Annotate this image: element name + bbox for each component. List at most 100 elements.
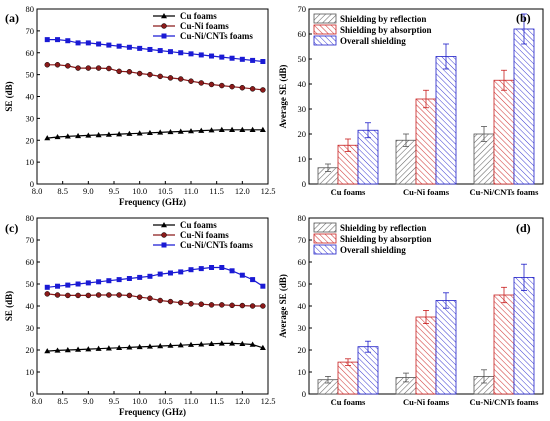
data-point [208, 340, 215, 347]
y-tick-label: 10 [298, 367, 307, 377]
bar [493, 79, 515, 185]
y-tick-label: 20 [298, 129, 307, 139]
data-point [54, 62, 61, 68]
y-tick-label: 10 [298, 154, 307, 164]
x-tick-label: 8.0 [32, 396, 43, 406]
y-tick-label: 10 [26, 157, 35, 167]
y-tick-label: 50 [298, 54, 307, 64]
data-point [239, 56, 245, 62]
data-point [75, 281, 81, 287]
data-point [249, 126, 256, 132]
data-point [126, 130, 133, 136]
legend-marker [161, 222, 167, 228]
data-point [126, 69, 133, 75]
data-point [64, 133, 71, 139]
data-point [106, 292, 112, 298]
data-point [136, 70, 143, 77]
series-line [47, 266, 264, 288]
y-tick-label: 30 [26, 323, 35, 333]
y-tick-label: 20 [26, 345, 35, 355]
data-point [85, 292, 92, 299]
y-tick-label: 70 [26, 235, 35, 245]
y-tick-label: 40 [298, 79, 307, 89]
x-tick-label: 10.0 [132, 396, 147, 406]
x-tick-label: 12.0 [235, 186, 250, 196]
data-point [137, 274, 143, 280]
data-point [44, 284, 50, 290]
data-point [116, 344, 123, 350]
data-point [260, 283, 266, 289]
x-tick-label: 8.5 [57, 186, 68, 196]
data-point [157, 73, 163, 80]
series-1 [44, 340, 266, 354]
data-point [167, 270, 173, 276]
legend-label: Overall shielding [340, 36, 406, 46]
data-point [116, 292, 122, 298]
data-point [157, 271, 163, 277]
legend-label: Shielding by absorption [340, 25, 432, 35]
data-point [75, 346, 82, 352]
data-point [116, 131, 123, 137]
series-line [47, 342, 264, 352]
data-point [167, 128, 174, 135]
y-tick-label: 40 [26, 301, 35, 311]
legend-marker [161, 23, 167, 29]
data-point [177, 342, 184, 348]
y-tick-label: 70 [298, 4, 307, 14]
data-point [75, 40, 81, 46]
data-point [44, 37, 50, 43]
legend-label: Shielding by absorption [340, 234, 432, 244]
data-point [229, 55, 235, 61]
data-point [250, 277, 256, 283]
data-point [157, 343, 164, 349]
legend-swatch [313, 24, 337, 35]
data-point [65, 38, 71, 44]
series-line [47, 129, 263, 139]
data-point [229, 126, 236, 132]
y-tick-label: 10 [26, 367, 35, 377]
data-point [188, 301, 194, 307]
legend-label: Cu-Ni foams [180, 230, 229, 240]
legend-label: Shielding by reflection [340, 223, 426, 233]
y-tick-label: 60 [26, 48, 35, 58]
data-point [208, 302, 215, 308]
data-point [157, 48, 163, 54]
y-tick-label: 50 [26, 279, 35, 289]
category-label: Cu-Ni/CNTs foams [470, 187, 540, 197]
data-point [146, 129, 153, 136]
legend-swatch [313, 244, 337, 255]
legend-marker [161, 242, 167, 248]
data-point [198, 301, 205, 307]
y-tick-label: 0 [302, 179, 306, 189]
y-tick-label: 50 [26, 70, 35, 80]
y-tick-label: 80 [26, 213, 35, 223]
data-point [177, 76, 184, 82]
x-tick-label: 9.0 [83, 186, 94, 196]
y-tick-label: 40 [298, 301, 307, 311]
data-point [188, 341, 194, 347]
x-tick-label: 10.5 [158, 396, 173, 406]
data-point [218, 340, 225, 346]
data-point [239, 272, 245, 278]
data-point [54, 133, 61, 140]
x-tick-label: 11.0 [184, 396, 199, 406]
data-point [239, 302, 246, 309]
data-point [218, 126, 225, 132]
legend-swatch [313, 222, 337, 233]
data-point [54, 292, 61, 298]
data-point [178, 269, 184, 275]
data-point [116, 43, 122, 49]
data-point [105, 345, 112, 351]
y-tick-label: 30 [298, 104, 307, 114]
y-axis-title: Average SE (dB) [278, 65, 288, 129]
bar [435, 56, 457, 185]
category-label: Cu foams [331, 397, 366, 407]
data-point [167, 298, 174, 305]
y-tick-label: 50 [298, 279, 307, 289]
data-point [147, 273, 153, 279]
data-point [188, 267, 194, 273]
legend-marker [161, 13, 167, 19]
y-tick-label: 70 [26, 26, 35, 36]
panel-label: (b) [516, 11, 531, 25]
y-axis-title: Average SE (dB) [278, 274, 288, 338]
